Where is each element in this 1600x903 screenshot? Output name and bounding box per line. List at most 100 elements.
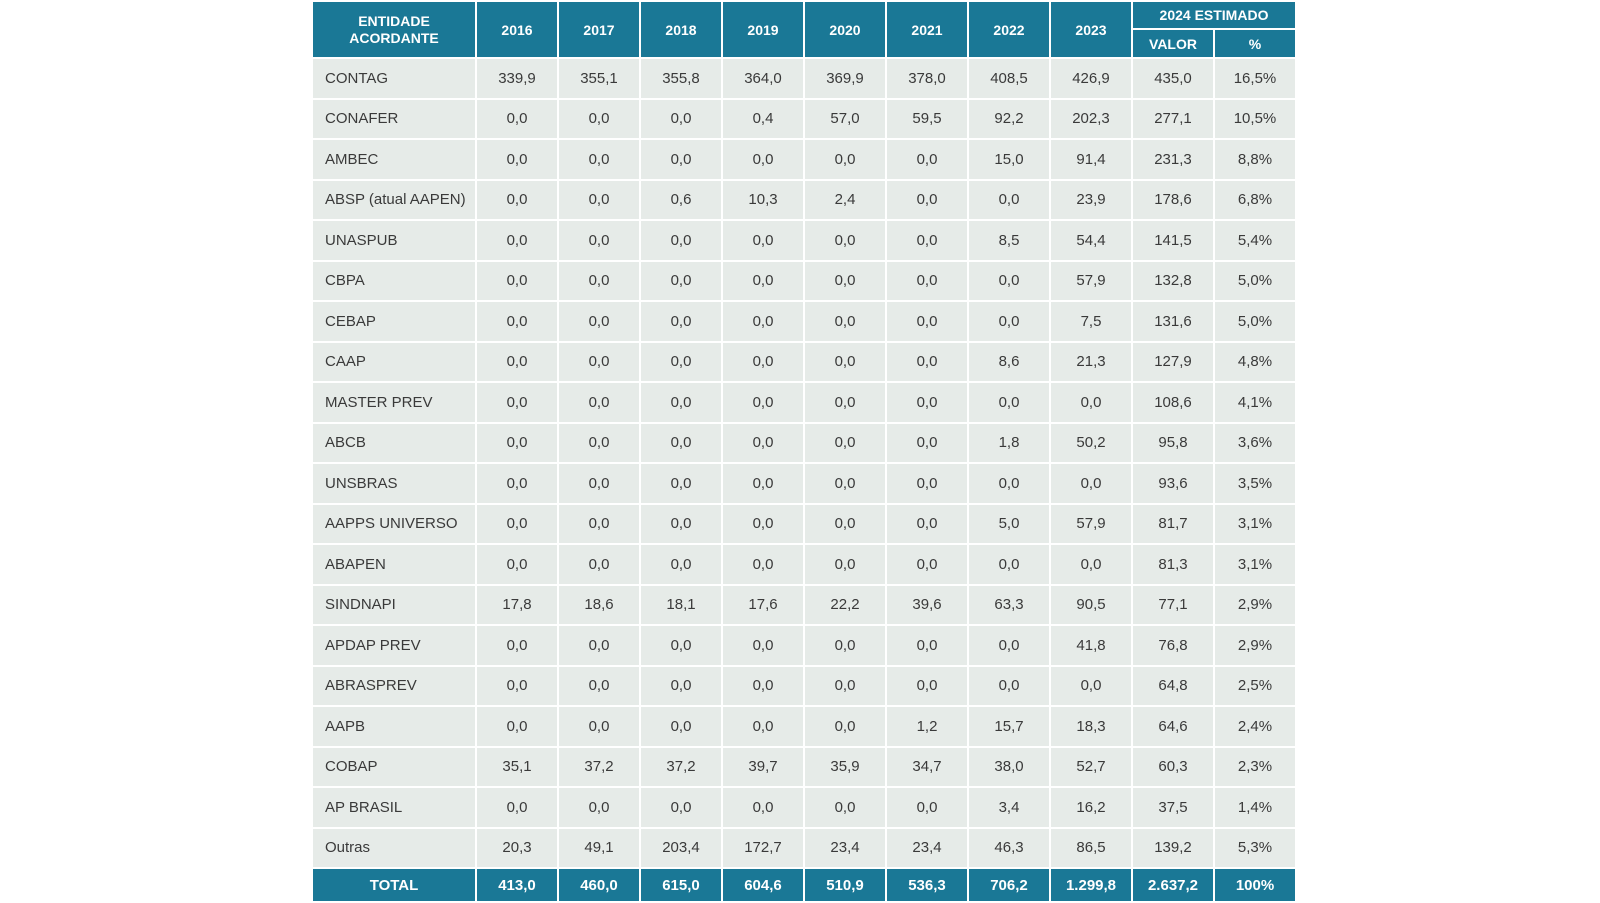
header-year: 2022: [967, 0, 1051, 59]
table-row: CONAFER 0,0 0,0 0,0 0,4 57,0 59,5 92,2 202,3 277,…: [311, 97, 1297, 140]
table-row: MASTER PREV 0,0 0,0 0,0 0,0 0,0 0,0 0,0 0,0 108,6…: [311, 381, 1297, 424]
value-cell: 52,7: [1049, 745, 1133, 788]
value-cell: 46,3: [967, 826, 1051, 869]
table-row: AAPPS UNIVERSO 0,0 0,0 0,0 0,0 0,0 0,0 5,0 57,9 8…: [311, 502, 1297, 545]
entity-name-cell: COBAP: [311, 745, 477, 788]
value-cell: 0,0: [557, 219, 641, 262]
pct-cell: 5,0%: [1213, 300, 1297, 343]
value-cell: 0,0: [475, 786, 559, 829]
pct-cell: 5,3%: [1213, 826, 1297, 869]
value-cell: 0,0: [475, 219, 559, 262]
entity-name-cell: CBPA: [311, 259, 477, 302]
entity-name-cell: CONTAG: [311, 57, 477, 100]
value-cell: 0,0: [557, 624, 641, 667]
value-cell: 0,0: [721, 219, 805, 262]
value-cell: 0,0: [557, 664, 641, 707]
value-cell: 57,0: [803, 97, 887, 140]
entity-name-cell: AP BRASIL: [311, 786, 477, 829]
value-cell: 0,0: [885, 381, 969, 424]
value-cell: 0,0: [721, 300, 805, 343]
value-cell: 0,0: [967, 381, 1051, 424]
entity-name-cell: ABSP (atual AAPEN): [311, 178, 477, 221]
value-cell: 0,0: [557, 300, 641, 343]
value-cell: 0,0: [639, 300, 723, 343]
value-cell: 0,0: [475, 421, 559, 464]
header-year: 2020: [803, 0, 887, 59]
value-cell: 0,0: [967, 664, 1051, 707]
value-cell: 81,3: [1131, 543, 1215, 586]
total-label: TOTAL: [311, 867, 477, 903]
value-cell: 15,0: [967, 138, 1051, 181]
value-cell: 0,0: [885, 421, 969, 464]
value-cell: 355,8: [639, 57, 723, 100]
value-cell: 76,8: [1131, 624, 1215, 667]
value-cell: 0,0: [557, 259, 641, 302]
value-cell: 0,0: [885, 300, 969, 343]
table-row: ABSP (atual AAPEN) 0,0 0,0 0,6 10,3 2,4 0,0 0,0…: [311, 178, 1297, 221]
value-cell: 277,1: [1131, 97, 1215, 140]
value-cell: 15,7: [967, 705, 1051, 748]
value-cell: 81,7: [1131, 502, 1215, 545]
value-cell: 41,8: [1049, 624, 1133, 667]
entity-name-cell: AAPPS UNIVERSO: [311, 502, 477, 545]
value-cell: 0,0: [803, 138, 887, 181]
value-cell: 18,1: [639, 583, 723, 626]
table-row: ABRASPREV 0,0 0,0 0,0 0,0 0,0 0,0 0,0 0,0 64,8 2,5…: [311, 664, 1297, 707]
entity-name-cell: Outras: [311, 826, 477, 869]
value-cell: 0,0: [803, 664, 887, 707]
value-cell: 0,0: [475, 340, 559, 383]
value-cell: 0,0: [803, 300, 887, 343]
value-cell: 3,4: [967, 786, 1051, 829]
table-row: COBAP 35,1 37,2 37,2 39,7 35,9 34,7 38,0 52,7 60,…: [311, 745, 1297, 788]
pct-cell: 4,8%: [1213, 340, 1297, 383]
value-cell: 59,5: [885, 97, 969, 140]
pct-cell: 3,1%: [1213, 543, 1297, 586]
header-entity: ENTIDADE ACORDANTE: [311, 0, 477, 59]
pct-cell: 2,4%: [1213, 705, 1297, 748]
value-cell: 10,3: [721, 178, 805, 221]
value-cell: 0,0: [885, 340, 969, 383]
value-cell: 0,0: [557, 178, 641, 221]
header-entity-line2: ACORDANTE: [349, 29, 439, 46]
value-cell: 0,0: [967, 178, 1051, 221]
value-cell: 0,0: [803, 543, 887, 586]
total-cell: 615,0: [639, 867, 723, 903]
pct-cell: 4,1%: [1213, 381, 1297, 424]
header-estimate-pct: %: [1213, 28, 1297, 59]
value-cell: 93,6: [1131, 462, 1215, 505]
value-cell: 0,0: [639, 624, 723, 667]
entity-name-cell: UNASPUB: [311, 219, 477, 262]
value-cell: 132,8: [1131, 259, 1215, 302]
value-cell: 39,7: [721, 745, 805, 788]
value-cell: 0,0: [803, 786, 887, 829]
value-cell: 364,0: [721, 57, 805, 100]
value-cell: 18,6: [557, 583, 641, 626]
pct-cell: 2,9%: [1213, 624, 1297, 667]
pct-cell: 8,8%: [1213, 138, 1297, 181]
value-cell: 108,6: [1131, 381, 1215, 424]
value-cell: 17,8: [475, 583, 559, 626]
value-cell: 35,9: [803, 745, 887, 788]
value-cell: 37,2: [639, 745, 723, 788]
pct-cell: 10,5%: [1213, 97, 1297, 140]
value-cell: 0,0: [475, 259, 559, 302]
value-cell: 127,9: [1131, 340, 1215, 383]
value-cell: 0,0: [639, 381, 723, 424]
header-year: 2019: [721, 0, 805, 59]
value-cell: 0,0: [803, 705, 887, 748]
entity-name-cell: MASTER PREV: [311, 381, 477, 424]
total-cell: 604,6: [721, 867, 805, 903]
value-cell: 0,0: [721, 462, 805, 505]
total-cell: 536,3: [885, 867, 969, 903]
value-cell: 18,3: [1049, 705, 1133, 748]
value-cell: 408,5: [967, 57, 1051, 100]
value-cell: 37,2: [557, 745, 641, 788]
value-cell: 141,5: [1131, 219, 1215, 262]
value-cell: 1,2: [885, 705, 969, 748]
total-cell: 1.299,8: [1049, 867, 1133, 903]
value-cell: 0,0: [967, 300, 1051, 343]
value-cell: 0,0: [803, 381, 887, 424]
value-cell: 0,0: [721, 664, 805, 707]
value-cell: 92,2: [967, 97, 1051, 140]
pct-cell: 6,8%: [1213, 178, 1297, 221]
